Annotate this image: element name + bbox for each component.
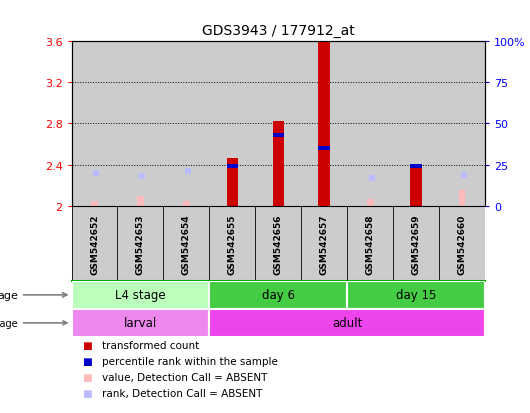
Text: development stage: development stage: [0, 318, 67, 328]
Text: ■: ■: [82, 372, 92, 382]
Text: GSM542656: GSM542656: [274, 214, 282, 274]
Text: larval: larval: [124, 317, 157, 330]
Bar: [227, 159, 238, 206]
Text: adult: adult: [332, 317, 363, 330]
Text: GSM542657: GSM542657: [320, 214, 329, 274]
Text: rank, Detection Call = ABSENT: rank, Detection Call = ABSENT: [102, 388, 263, 398]
Text: ■: ■: [82, 388, 92, 398]
Bar: [137, 196, 144, 206]
Text: transformed count: transformed count: [102, 340, 199, 350]
Bar: [209, 281, 347, 309]
Text: percentile rank within the sample: percentile rank within the sample: [102, 356, 278, 366]
Bar: [347, 281, 485, 309]
Text: GSM542652: GSM542652: [90, 214, 99, 274]
Bar: [410, 165, 422, 169]
Text: GSM542658: GSM542658: [366, 214, 375, 274]
Bar: [272, 122, 284, 206]
Bar: [227, 165, 238, 169]
Text: GSM542655: GSM542655: [228, 214, 237, 274]
Text: age: age: [0, 290, 67, 300]
Text: day 6: day 6: [262, 289, 295, 301]
Bar: [458, 191, 465, 206]
Text: GSM542660: GSM542660: [457, 214, 466, 274]
Text: ■: ■: [82, 340, 92, 350]
Bar: [72, 309, 209, 337]
Text: GSM542654: GSM542654: [182, 214, 191, 274]
Text: day 15: day 15: [396, 289, 436, 301]
Bar: [91, 201, 98, 206]
Bar: [209, 309, 485, 337]
Text: GSM542653: GSM542653: [136, 214, 145, 274]
Bar: [72, 281, 209, 309]
Text: GSM542659: GSM542659: [412, 214, 420, 274]
Bar: [183, 201, 190, 206]
Bar: [410, 168, 422, 206]
Title: GDS3943 / 177912_at: GDS3943 / 177912_at: [202, 24, 355, 38]
Bar: [319, 43, 330, 206]
Bar: [319, 147, 330, 151]
Text: value, Detection Call = ABSENT: value, Detection Call = ABSENT: [102, 372, 268, 382]
Text: L4 stage: L4 stage: [115, 289, 166, 301]
Bar: [272, 133, 284, 138]
Text: ■: ■: [82, 356, 92, 366]
Bar: [367, 199, 374, 206]
